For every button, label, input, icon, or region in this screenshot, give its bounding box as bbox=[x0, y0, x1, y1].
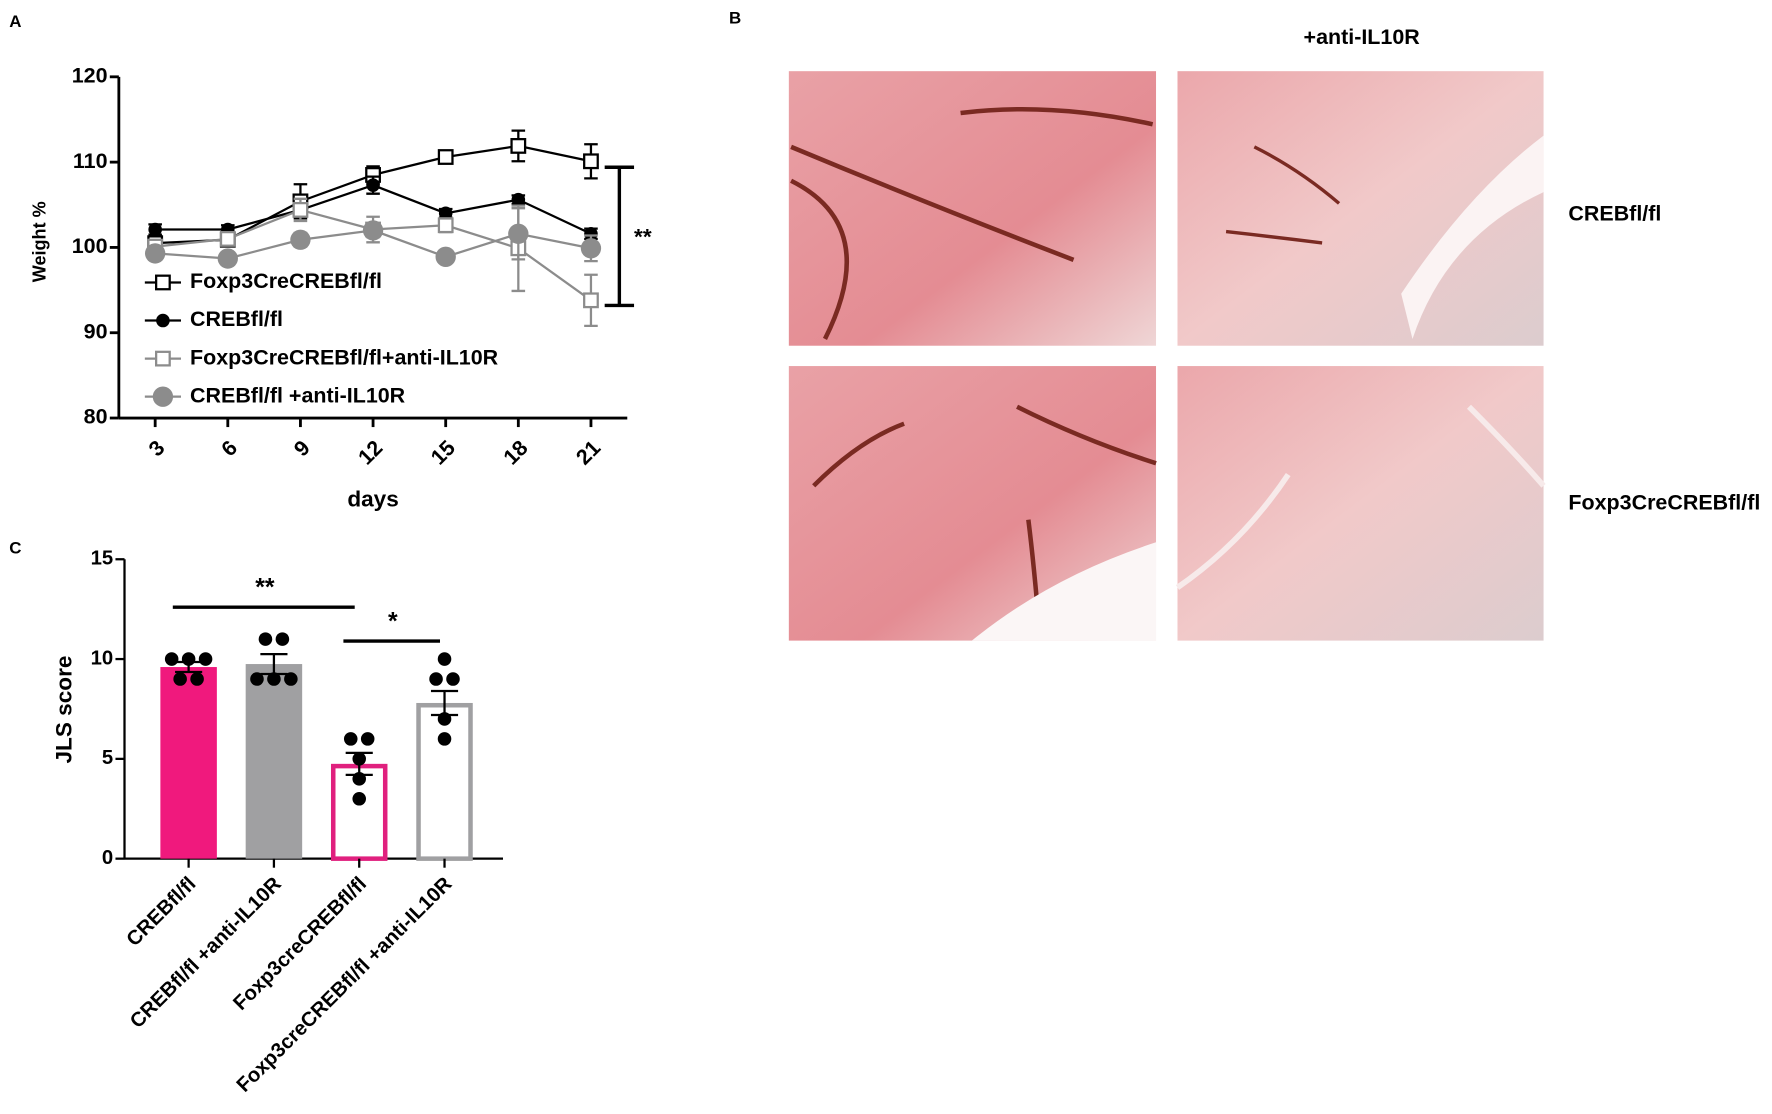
data-point bbox=[583, 153, 599, 170]
significance-label: * bbox=[388, 609, 398, 636]
column-title: +anti-IL10R bbox=[1304, 25, 1421, 49]
data-point bbox=[511, 192, 526, 207]
legend-marker bbox=[155, 274, 171, 291]
data-point bbox=[580, 238, 602, 259]
data-point bbox=[437, 149, 454, 165]
data-point bbox=[360, 732, 375, 746]
y-tick-label: 120 bbox=[72, 63, 108, 87]
data-point bbox=[173, 672, 187, 686]
bar bbox=[160, 667, 217, 859]
data-point bbox=[258, 632, 273, 646]
y-tick-label: 0 bbox=[102, 847, 113, 869]
histology-image bbox=[1177, 366, 1544, 641]
x-tick-label: CREBfl/fl +anti-IL10R bbox=[126, 873, 286, 1033]
x-tick-label: 18 bbox=[499, 436, 533, 470]
bar bbox=[416, 702, 473, 861]
legend-label: CREBfl/fl bbox=[190, 307, 283, 331]
data-point bbox=[583, 292, 599, 309]
data-point bbox=[284, 672, 298, 686]
data-point bbox=[181, 652, 196, 666]
data-point bbox=[343, 732, 358, 746]
tissue-detail bbox=[1175, 404, 1546, 590]
data-point bbox=[510, 138, 527, 154]
legend-marker bbox=[156, 313, 170, 328]
data-point bbox=[250, 672, 264, 686]
data-point bbox=[437, 732, 452, 746]
data-point bbox=[219, 230, 236, 247]
y-tick-label: 5 bbox=[102, 747, 113, 769]
data-point bbox=[429, 672, 443, 686]
y-tick-label: 110 bbox=[73, 149, 108, 173]
panel-letter: B bbox=[729, 9, 741, 28]
data-point bbox=[190, 672, 204, 686]
data-point bbox=[584, 227, 598, 241]
x-tick-label: 9 bbox=[289, 436, 314, 461]
data-point bbox=[446, 672, 460, 686]
y-tick-label: 90 bbox=[84, 319, 108, 343]
data-point bbox=[437, 712, 452, 726]
data-point bbox=[437, 652, 452, 666]
data-point bbox=[352, 752, 367, 766]
panel-letter: A bbox=[9, 12, 21, 31]
legend-marker bbox=[155, 350, 171, 367]
data-point bbox=[437, 217, 454, 234]
y-tick-label: 100 bbox=[72, 234, 108, 258]
data-point bbox=[198, 652, 213, 666]
histology-image bbox=[788, 71, 1157, 346]
x-tick-label: 6 bbox=[217, 436, 242, 461]
data-point bbox=[148, 222, 162, 237]
legend-marker bbox=[152, 386, 174, 407]
row-label: Foxp3CreCREBfl/fl bbox=[1568, 491, 1760, 515]
y-axis-label: JLS score bbox=[52, 656, 77, 764]
data-point bbox=[145, 243, 166, 264]
data-point bbox=[267, 672, 281, 686]
x-tick-label: 3 bbox=[144, 436, 169, 461]
data-point bbox=[352, 772, 367, 786]
data-point bbox=[508, 223, 529, 244]
tissue-detail bbox=[790, 106, 1154, 340]
data-point bbox=[275, 632, 290, 646]
x-tick-label: 12 bbox=[354, 436, 388, 470]
y-tick-label: 10 bbox=[91, 647, 114, 669]
significance-label: ** bbox=[634, 225, 652, 250]
significance-bracket bbox=[604, 165, 635, 308]
panel-b: B +anti-IL10R CREBfl/fl Foxp3CreCREBfl/f… bbox=[729, 9, 1760, 641]
legend-label: Foxp3CreCREBfl/fl bbox=[190, 269, 382, 293]
significance-label: ** bbox=[255, 575, 275, 602]
data-point bbox=[438, 206, 453, 221]
bar bbox=[245, 664, 303, 859]
legend-label: Foxp3CreCREBfl/fl+anti-IL10R bbox=[190, 345, 499, 369]
tissue-detail bbox=[1225, 145, 1341, 245]
tissue-detail bbox=[1401, 135, 1544, 339]
y-tick-label: 80 bbox=[84, 405, 108, 429]
legend-label: CREBfl/fl +anti-IL10R bbox=[190, 383, 406, 407]
data-point bbox=[292, 201, 309, 218]
data-point bbox=[366, 178, 380, 192]
data-point bbox=[435, 246, 456, 267]
data-point bbox=[352, 792, 367, 806]
x-tick-label: CREBfl/fl bbox=[123, 873, 201, 951]
panel-letter: C bbox=[9, 539, 21, 558]
data-point bbox=[217, 248, 238, 269]
x-axis-label: days bbox=[347, 486, 398, 511]
y-axis-label: Weight % bbox=[30, 201, 50, 282]
row-label: CREBfl/fl bbox=[1568, 201, 1661, 225]
y-tick-label: 15 bbox=[91, 548, 114, 570]
x-tick-label: 21 bbox=[571, 436, 605, 470]
data-point bbox=[362, 220, 384, 241]
data-point bbox=[164, 652, 179, 666]
tissue-detail bbox=[971, 542, 1157, 641]
x-tick-label: 15 bbox=[426, 436, 460, 470]
data-point bbox=[290, 229, 311, 250]
